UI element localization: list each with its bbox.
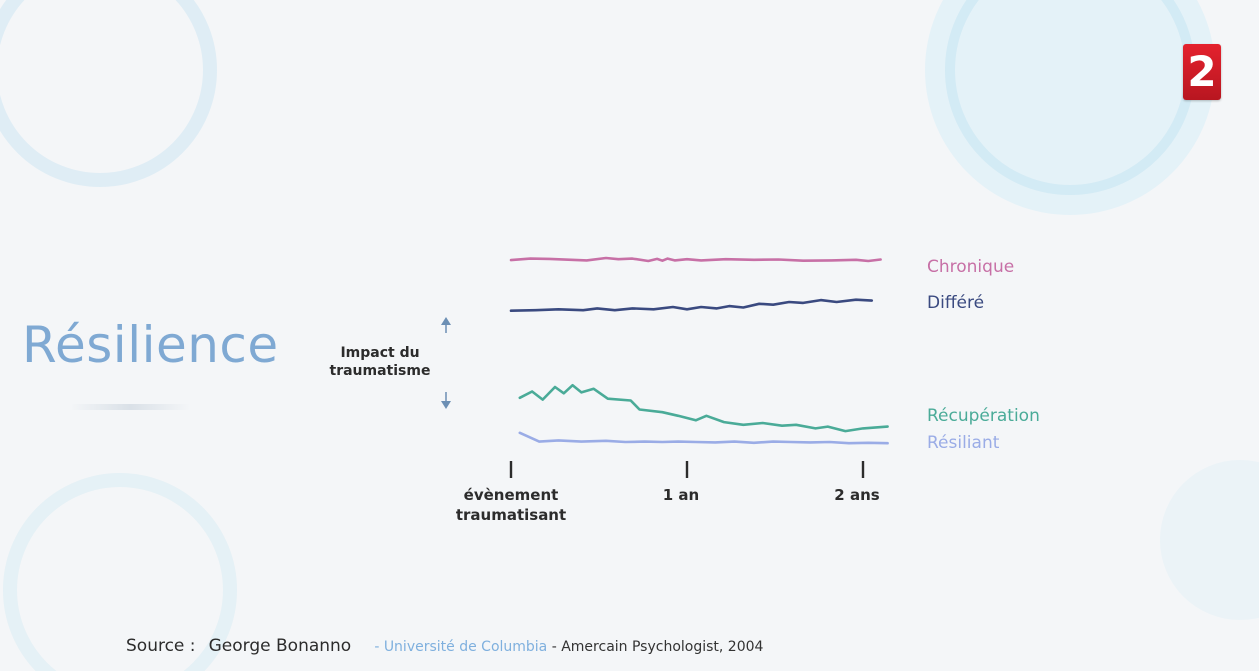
y-arrow-up-icon [441,317,451,325]
y-axis-label: Impact du traumatisme [330,345,431,379]
source-line: Source : George Bonanno - Université de … [126,636,763,656]
series-line-recuperation [518,383,889,433]
series-label-resiliant: Résiliant [927,433,1000,453]
x-tick-label-1: 1 an [663,486,699,504]
source-author: George Bonanno [208,636,352,656]
x-tick-label-0: évènement traumatisant [456,486,566,524]
series-line-chronique [509,256,882,263]
series-label-recuperation: Récupération [927,406,1040,426]
channel-logo: 2 [1183,44,1221,100]
y-arrow-down-icon [441,401,451,409]
source-publication: - Amercain Psychologist, 2004 [547,639,764,655]
source-university: - Université de Columbia [374,639,548,655]
channel-logo-text: 2 [1187,47,1217,96]
series-label-chronique: Chronique [927,257,1014,277]
source-label: Source : [126,636,196,656]
series-line-resiliant [518,431,889,445]
series-label-differe: Différé [927,293,984,313]
title-underline-shadow [70,404,190,410]
page-title: Résilience [22,316,279,374]
series-line-differe [509,298,874,313]
x-tick-label-2: 2 ans [834,486,879,504]
